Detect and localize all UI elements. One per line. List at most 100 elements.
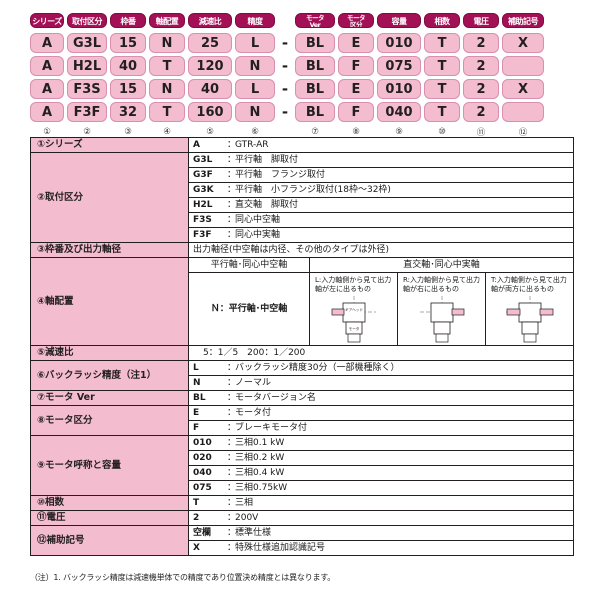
code-cell[interactable]: N — [235, 56, 275, 76]
code-cell[interactable]: 075 — [377, 56, 421, 76]
model-code-row: A H2L 40 T 120 N - BL F 075 T 2 — [30, 55, 574, 77]
header-badge-capacity: 容量 — [377, 12, 421, 28]
code-cell[interactable]: F3S — [67, 79, 107, 99]
code-cell[interactable]: T — [424, 33, 460, 53]
table-row: X ：特殊仕様追加認識記号 — [31, 540, 574, 556]
code-cell[interactable]: X — [502, 79, 544, 99]
option-colon: ： — [227, 200, 237, 210]
axis-option-n: Ｎ：平行軸･中空軸 — [189, 273, 310, 345]
code-cell[interactable]: N — [149, 33, 185, 53]
code-separator: - — [281, 80, 289, 98]
index-number: ⑪ — [476, 128, 486, 138]
code-cell[interactable] — [502, 56, 544, 76]
row-value: 5：1／5 200：1／200 — [188, 345, 574, 361]
option-colon: ： — [227, 215, 237, 225]
table-row: N ：ノーマル — [31, 375, 574, 391]
row-label-ratio: ⑤減速比 — [30, 345, 189, 361]
code-cell[interactable]: 120 — [188, 56, 232, 76]
code-cell[interactable]: 2 — [463, 102, 499, 122]
code-cell[interactable]: BL — [295, 79, 335, 99]
code-cell[interactable]: 160 — [188, 102, 232, 122]
row-value: X ：特殊仕様追加認識記号 — [188, 540, 574, 556]
code-cell[interactable]: G3L — [67, 33, 107, 53]
model-code-row: A F3F 32 T 160 N - BL F 040 T 2 — [30, 101, 574, 123]
code-cell[interactable]: L — [235, 33, 275, 53]
row-value: 2 ：200V — [188, 510, 574, 526]
index-number: ⑩ — [438, 127, 446, 137]
axis-option-r-caption: R:入力軸側から見て出力軸が右に出るもの — [403, 276, 481, 293]
code-cell[interactable]: L — [235, 79, 275, 99]
option-colon: ： — [227, 155, 237, 165]
row-label-frame: ③枠番及び出力軸径 — [30, 242, 189, 258]
shaft-arrangement-header: 平行軸･同心中空軸 直交軸･同心中実軸 — [189, 258, 573, 273]
option-colon: ： — [227, 140, 237, 150]
gearbox-diagram-left-icon: ギアヘッド モータ — [331, 296, 376, 343]
code-cell[interactable]: 2 — [463, 33, 499, 53]
code-cell[interactable]: 32 — [110, 102, 146, 122]
index-number: ② — [83, 127, 91, 137]
code-cell[interactable]: 15 — [110, 79, 146, 99]
code-cell[interactable]: BL — [295, 56, 335, 76]
axis-option-t: T:入力軸側から見て出力軸が両方に出るもの — [486, 273, 573, 345]
code-cell[interactable] — [502, 102, 544, 122]
code-cell[interactable]: E — [338, 79, 374, 99]
row-value: 空欄 ：標準仕様 — [188, 525, 574, 541]
code-cell[interactable]: F3F — [67, 102, 107, 122]
option-code: F — [193, 423, 200, 433]
index-number: ④ — [163, 127, 171, 137]
option-colon: ： — [227, 378, 237, 388]
code-cell[interactable]: T — [149, 102, 185, 122]
option-colon: ： — [227, 543, 237, 553]
header-badge-frame: 枠番 — [110, 12, 146, 28]
code-cell[interactable]: A — [30, 79, 64, 99]
code-cell[interactable]: F — [338, 102, 374, 122]
code-cell[interactable]: A — [30, 33, 64, 53]
option-desc: 200V — [235, 513, 259, 523]
code-cell[interactable]: E — [338, 33, 374, 53]
row-label-phase: ⑩相数 — [30, 495, 189, 511]
option-code: T — [193, 498, 200, 508]
code-cell[interactable]: T — [424, 79, 460, 99]
code-cell[interactable]: N — [149, 79, 185, 99]
code-cell[interactable]: A — [30, 102, 64, 122]
header-badge-series: シリーズ — [30, 12, 64, 28]
code-cell[interactable]: 040 — [377, 102, 421, 122]
option-desc: 平行軸 フランジ取付 — [235, 170, 326, 180]
code-cell[interactable]: 2 — [463, 79, 499, 99]
model-code-row: A G3L 15 N 25 L - BL E 010 T 2 X — [30, 32, 574, 54]
code-separator: - — [281, 103, 289, 121]
table-row: 075 ：三相0.75kW — [31, 480, 574, 496]
code-cell[interactable]: X — [502, 33, 544, 53]
option-desc: モータバージョン名 — [235, 393, 316, 403]
row-value: 075 ：三相0.75kW — [188, 480, 574, 496]
code-cell[interactable]: BL — [295, 33, 335, 53]
row-label-shaft-arrangement: ④軸配置 — [30, 257, 189, 346]
code-cell[interactable]: A — [30, 56, 64, 76]
code-cell[interactable]: 010 — [377, 79, 421, 99]
option-desc: 直交軸 脚取付 — [235, 200, 299, 210]
code-cell[interactable]: BL — [295, 102, 335, 122]
row-value: N ：ノーマル — [188, 375, 574, 391]
code-cell[interactable]: T — [424, 56, 460, 76]
code-cell[interactable]: 40 — [110, 56, 146, 76]
code-cell[interactable]: 15 — [110, 33, 146, 53]
row-value: T ：三相 — [188, 495, 574, 511]
row-label-backlash: ⑥バックラッシ精度（注1） — [30, 360, 189, 391]
code-cell[interactable]: 25 — [188, 33, 232, 53]
option-desc: バックラッシ精度30分（一部機種除く） — [235, 363, 400, 373]
code-cell[interactable]: F — [338, 56, 374, 76]
code-cell[interactable]: T — [149, 56, 185, 76]
code-cell[interactable]: N — [235, 102, 275, 122]
option-colon: ： — [227, 528, 237, 538]
code-cell[interactable]: T — [424, 102, 460, 122]
code-cell[interactable]: H2L — [67, 56, 107, 76]
code-cell[interactable]: 010 — [377, 33, 421, 53]
row-value: 020 ：三相0.2 kW — [188, 450, 574, 466]
index-number: ① — [43, 127, 51, 137]
option-colon: ： — [227, 170, 237, 180]
code-cell[interactable]: 40 — [188, 79, 232, 99]
option-colon: ： — [227, 423, 237, 433]
row-value: G3K ：平行軸 小フランジ取付(18枠～32枠) — [188, 182, 574, 198]
option-desc: ノーマル — [235, 378, 272, 388]
code-cell[interactable]: 2 — [463, 56, 499, 76]
